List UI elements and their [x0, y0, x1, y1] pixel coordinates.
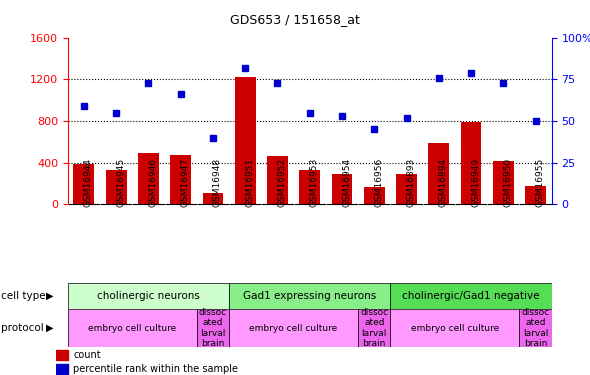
Bar: [391, 283, 552, 309]
Bar: [106, 170, 127, 204]
Text: Gad1 expressing neurons: Gad1 expressing neurons: [243, 291, 376, 301]
Text: ▶: ▶: [47, 323, 54, 333]
Text: GSM16893: GSM16893: [407, 158, 415, 207]
Bar: [68, 283, 229, 309]
Bar: [68, 309, 197, 347]
Text: embryo cell culture: embryo cell culture: [411, 324, 499, 333]
Text: GSM16954: GSM16954: [342, 158, 351, 207]
Text: GSM16946: GSM16946: [149, 158, 158, 207]
Bar: [519, 309, 552, 347]
Bar: [229, 283, 391, 309]
Text: count: count: [73, 350, 101, 360]
Bar: [202, 193, 224, 204]
Text: GSM16948: GSM16948: [213, 158, 222, 207]
Text: cholinergic/Gad1 negative: cholinergic/Gad1 negative: [402, 291, 540, 301]
Bar: [358, 309, 391, 347]
Bar: [332, 174, 352, 204]
Bar: [229, 309, 358, 347]
Text: GSM16952: GSM16952: [277, 158, 287, 207]
Text: cell type: cell type: [1, 291, 46, 301]
Text: GSM16956: GSM16956: [374, 158, 384, 207]
Text: GSM16951: GSM16951: [245, 158, 254, 207]
Bar: [525, 186, 546, 204]
Bar: [74, 164, 94, 204]
Bar: [138, 153, 159, 204]
Bar: [56, 364, 68, 374]
Text: GSM16944: GSM16944: [84, 158, 93, 207]
Text: GSM16953: GSM16953: [310, 158, 319, 207]
Text: GSM16945: GSM16945: [116, 158, 125, 207]
Bar: [56, 350, 68, 360]
Bar: [267, 156, 288, 204]
Text: ▶: ▶: [47, 291, 54, 301]
Text: GSM16955: GSM16955: [536, 158, 545, 207]
Bar: [396, 174, 417, 204]
Text: GSM16950: GSM16950: [503, 158, 512, 207]
Text: GDS653 / 151658_at: GDS653 / 151658_at: [230, 13, 360, 26]
Text: protocol: protocol: [1, 323, 44, 333]
Bar: [171, 155, 191, 204]
Text: GSM16949: GSM16949: [471, 158, 480, 207]
Text: dissoc
ated
larval
brain: dissoc ated larval brain: [360, 308, 388, 348]
Text: embryo cell culture: embryo cell culture: [250, 324, 337, 333]
Text: dissoc
ated
larval
brain: dissoc ated larval brain: [522, 308, 550, 348]
Bar: [299, 170, 320, 204]
Bar: [493, 160, 514, 204]
Text: dissoc
ated
larval
brain: dissoc ated larval brain: [199, 308, 227, 348]
Bar: [235, 77, 255, 204]
Text: GSM16894: GSM16894: [439, 158, 448, 207]
Text: percentile rank within the sample: percentile rank within the sample: [73, 364, 238, 374]
Text: embryo cell culture: embryo cell culture: [88, 324, 176, 333]
Bar: [364, 187, 385, 204]
Bar: [461, 122, 481, 204]
Text: cholinergic neurons: cholinergic neurons: [97, 291, 200, 301]
Bar: [197, 309, 229, 347]
Bar: [391, 309, 519, 347]
Text: GSM16947: GSM16947: [181, 158, 190, 207]
Bar: [428, 143, 449, 204]
